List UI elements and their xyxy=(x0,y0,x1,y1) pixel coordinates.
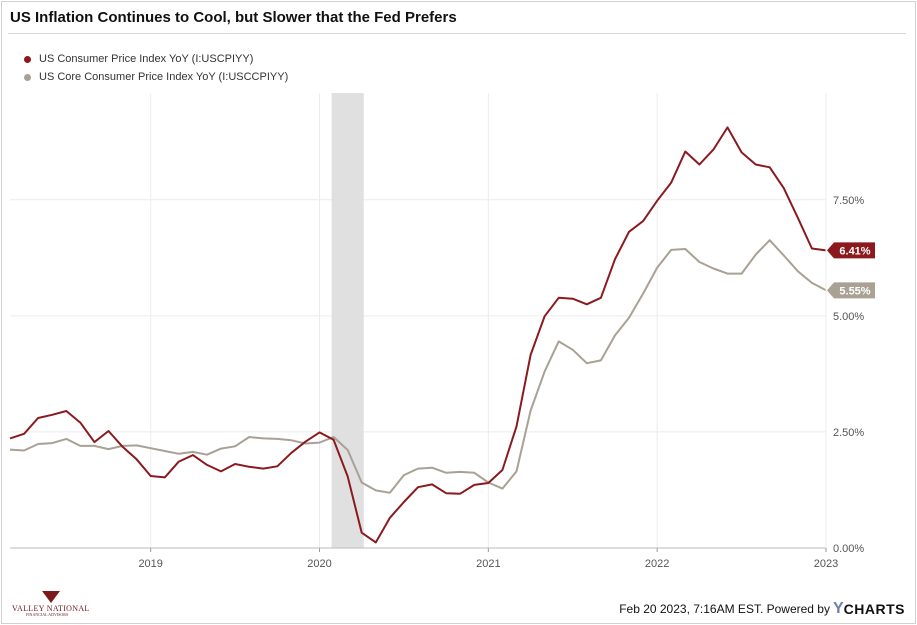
series-line-core-cpi xyxy=(9,239,827,494)
grid-lines xyxy=(10,93,827,549)
legend-dot-cpi xyxy=(24,55,31,63)
ycharts-logo-text[interactable]: CHARTS xyxy=(843,601,905,617)
logo-tagline: FINANCIAL ADVISORS xyxy=(26,612,69,617)
y-tick-label: 5.00% xyxy=(833,311,864,323)
y-tick-label: 0.00% xyxy=(833,543,864,555)
recession-band xyxy=(331,93,364,548)
valley-national-logo: VALLEY NATIONAL FINANCIAL ADVISORS xyxy=(12,591,92,617)
ycharts-logo-y[interactable]: Y xyxy=(832,600,844,617)
x-tick-label: 2020 xyxy=(307,558,331,570)
title-divider xyxy=(8,33,906,34)
chart-title: US Inflation Continues to Cool, but Slow… xyxy=(10,9,457,26)
x-tick-label: 2021 xyxy=(476,558,500,570)
last-value-tag-core-cpi xyxy=(827,282,875,299)
logo-mark-icon xyxy=(42,591,60,603)
x-tick-label: 2019 xyxy=(138,558,162,570)
axes: 0.00% 2.50% 5.00% 7.50% 2019 2020 2021 2022 2023 xyxy=(10,93,864,570)
last-value-label-core-cpi: 5.55% xyxy=(839,285,870,297)
last-value-tag-cpi xyxy=(827,242,875,259)
legend-label-core-cpi: US Core Consumer Price Index YoY (I:USCC… xyxy=(39,71,289,83)
footer-timestamp: Feb 20 2023, 7:16AM EST. Powered by xyxy=(619,602,830,616)
series-lines xyxy=(9,126,827,544)
y-tick-label: 2.50% xyxy=(833,427,864,439)
x-tick-label: 2023 xyxy=(814,558,838,570)
y-tick-label: 7.50% xyxy=(833,195,864,207)
legend-dot-core-cpi xyxy=(24,73,31,81)
last-value-label-cpi: 6.41% xyxy=(839,245,870,257)
footer: Feb 20 2023, 7:16AM EST. Powered by Y CHA… xyxy=(619,600,905,618)
series-line-cpi xyxy=(9,126,827,544)
legend-item-core-cpi[interactable]: US Core Consumer Price Index YoY (I:USCC… xyxy=(24,68,288,86)
legend-label-cpi: US Consumer Price Index YoY (I:USCPIYY) xyxy=(39,53,254,65)
recession-shading-group xyxy=(331,93,364,548)
last-value-labels: 6.41% 5.55% xyxy=(827,242,875,299)
legend-item-cpi[interactable]: US Consumer Price Index YoY (I:USCPIYY) xyxy=(24,50,288,68)
logo-name: VALLEY NATIONAL xyxy=(12,604,90,613)
chart-legend: US Consumer Price Index YoY (I:USCPIYY) … xyxy=(24,50,288,86)
x-tick-label: 2022 xyxy=(645,558,669,570)
